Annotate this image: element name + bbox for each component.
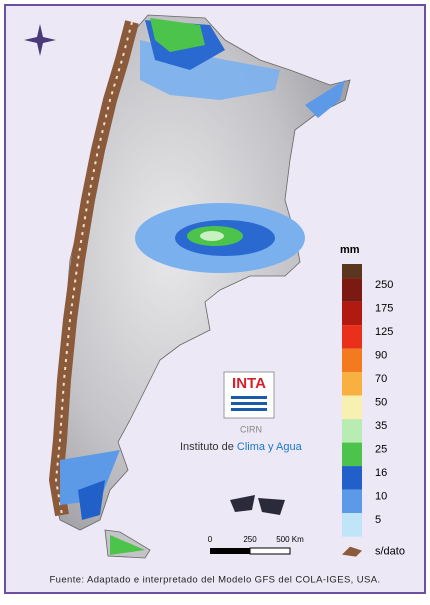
legend-label: 70 xyxy=(375,373,387,385)
compass xyxy=(24,24,56,56)
footer: Fuente: Adaptado e interpretado del Mode… xyxy=(49,575,380,586)
scale-label: 250 xyxy=(243,535,257,544)
logo-name: INTA xyxy=(232,375,266,392)
legend-swatch xyxy=(342,325,362,349)
legend-label: 25 xyxy=(375,443,387,455)
legend-swatch xyxy=(342,301,362,326)
falklands xyxy=(230,495,285,515)
legend-label: 5 xyxy=(375,514,381,526)
legend-swatch xyxy=(342,466,362,490)
no-data-swatch xyxy=(342,546,362,557)
logo-sub: CIRN xyxy=(240,424,262,434)
chile-no-data xyxy=(49,20,139,517)
scale-label: 0 xyxy=(208,535,213,544)
legend-swatch xyxy=(342,395,362,420)
legend-label: 50 xyxy=(375,396,387,408)
legend-swatch xyxy=(342,264,362,279)
scale-bar: 0 250 500 Km xyxy=(208,535,304,555)
legend-swatch xyxy=(342,348,362,373)
logo: INTA CIRN Instituto de Clima y Agua xyxy=(180,371,303,453)
legend-label: 16 xyxy=(375,467,387,479)
legend: mm 250 175 125 90 70 50 35 25 16 10 5 s/dato xyxy=(340,244,405,558)
legend-swatch xyxy=(342,513,362,537)
legend-label: 90 xyxy=(375,349,387,361)
legend-swatch xyxy=(342,278,362,302)
legend-label: 35 xyxy=(375,420,387,432)
legend-label: 250 xyxy=(375,279,393,291)
legend-swatch xyxy=(342,419,362,443)
legend-swatch xyxy=(342,372,362,396)
institute: Instituto de Clima y Agua xyxy=(180,441,303,453)
legend-label: 125 xyxy=(375,326,393,338)
legend-title: mm xyxy=(340,244,360,256)
scale-label: 500 Km xyxy=(276,535,304,544)
precipitation xyxy=(60,18,345,555)
legend-label: s/dato xyxy=(375,546,405,558)
legend-label: 10 xyxy=(375,490,387,502)
legend-swatch xyxy=(342,489,362,514)
legend-label: 175 xyxy=(375,302,393,314)
legend-swatch xyxy=(342,442,362,467)
